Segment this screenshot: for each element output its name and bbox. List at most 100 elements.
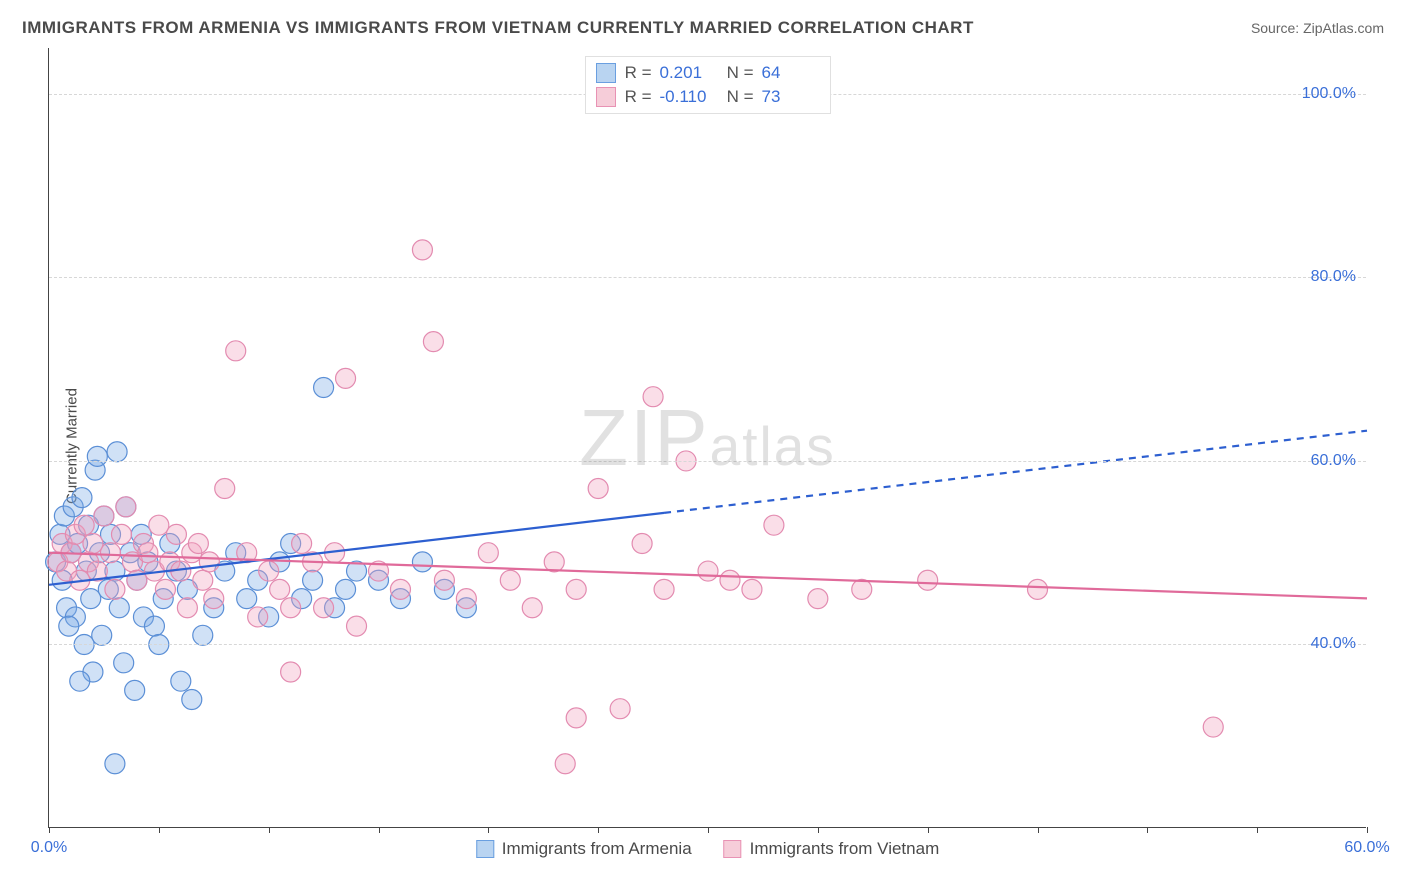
scatter-point-armenia <box>125 680 145 700</box>
scatter-point-vietnam <box>111 524 131 544</box>
scatter-point-vietnam <box>852 579 872 599</box>
legend-swatch-armenia <box>476 840 494 858</box>
scatter-point-vietnam <box>522 598 542 618</box>
armenia-n-value: 64 <box>762 63 820 83</box>
legend-swatch-vietnam <box>596 87 616 107</box>
scatter-point-vietnam <box>808 589 828 609</box>
scatter-point-vietnam <box>720 570 740 590</box>
scatter-point-armenia <box>412 552 432 572</box>
x-tick <box>269 827 270 833</box>
n-label: N = <box>726 63 754 83</box>
scatter-point-vietnam <box>654 579 674 599</box>
scatter-point-armenia <box>303 570 323 590</box>
scatter-point-armenia <box>171 671 191 691</box>
x-tick <box>928 827 929 833</box>
r-label: R = <box>624 87 652 107</box>
legend-swatch-vietnam <box>724 840 742 858</box>
scatter-point-armenia <box>237 589 257 609</box>
scatter-point-vietnam <box>155 579 175 599</box>
scatter-point-vietnam <box>423 332 443 352</box>
x-tick <box>708 827 709 833</box>
scatter-point-vietnam <box>105 579 125 599</box>
scatter-point-armenia <box>70 671 90 691</box>
armenia-r-value: 0.201 <box>660 63 718 83</box>
title-bar: IMMIGRANTS FROM ARMENIA VS IMMIGRANTS FR… <box>22 18 1384 38</box>
scatter-point-vietnam <box>1028 579 1048 599</box>
grid-line <box>49 644 1366 645</box>
legend-row-vietnam: R = -0.110 N = 73 <box>596 85 820 109</box>
scatter-point-armenia <box>314 378 334 398</box>
x-tick <box>818 827 819 833</box>
scatter-point-armenia <box>105 754 125 774</box>
scatter-point-vietnam <box>412 240 432 260</box>
legend-item-armenia: Immigrants from Armenia <box>476 839 692 859</box>
scatter-point-armenia <box>114 653 134 673</box>
scatter-point-vietnam <box>390 579 410 599</box>
scatter-point-vietnam <box>555 754 575 774</box>
legend-correlation-box: R = 0.201 N = 64 R = -0.110 N = 73 <box>585 56 831 114</box>
scatter-point-vietnam <box>101 543 121 563</box>
n-label: N = <box>726 87 754 107</box>
scatter-point-vietnam <box>281 598 301 618</box>
scatter-point-vietnam <box>588 478 608 498</box>
legend-bottom: Immigrants from Armenia Immigrants from … <box>476 839 939 859</box>
scatter-point-vietnam <box>632 534 652 554</box>
scatter-point-armenia <box>107 442 127 462</box>
x-tick <box>159 827 160 833</box>
scatter-point-vietnam <box>138 543 158 563</box>
x-tick <box>379 827 380 833</box>
scatter-point-vietnam <box>500 570 520 590</box>
scatter-point-vietnam <box>94 506 114 526</box>
source-attribution: Source: ZipAtlas.com <box>1251 20 1384 36</box>
scatter-point-vietnam <box>281 662 301 682</box>
vietnam-r-value: -0.110 <box>660 87 718 107</box>
source-label: Source: <box>1251 20 1303 36</box>
scatter-point-vietnam <box>177 598 197 618</box>
grid-line <box>49 461 1366 462</box>
scatter-point-vietnam <box>259 561 279 581</box>
vietnam-n-value: 73 <box>762 87 820 107</box>
chart-title: IMMIGRANTS FROM ARMENIA VS IMMIGRANTS FR… <box>22 18 974 38</box>
scatter-point-vietnam <box>478 543 498 563</box>
scatter-point-vietnam <box>116 497 136 517</box>
y-tick-label: 60.0% <box>1311 452 1356 470</box>
scatter-point-vietnam <box>204 589 224 609</box>
scatter-point-vietnam <box>166 524 186 544</box>
scatter-point-vietnam <box>199 552 219 572</box>
x-tick <box>488 827 489 833</box>
scatter-point-vietnam <box>643 387 663 407</box>
r-label: R = <box>624 63 652 83</box>
scatter-point-vietnam <box>226 341 246 361</box>
scatter-point-vietnam <box>83 534 103 554</box>
scatter-point-armenia <box>87 446 107 466</box>
scatter-point-vietnam <box>918 570 938 590</box>
scatter-point-armenia <box>144 616 164 636</box>
y-tick-label: 40.0% <box>1311 635 1356 653</box>
scatter-point-armenia <box>81 589 101 609</box>
scatter-point-vietnam <box>193 570 213 590</box>
x-tick <box>1147 827 1148 833</box>
legend-label-vietnam: Immigrants from Vietnam <box>750 839 940 859</box>
scatter-point-vietnam <box>215 478 235 498</box>
y-tick-label: 80.0% <box>1311 268 1356 286</box>
x-tick <box>598 827 599 833</box>
scatter-point-armenia <box>72 488 92 508</box>
x-tick <box>1257 827 1258 833</box>
legend-item-vietnam: Immigrants from Vietnam <box>724 839 940 859</box>
x-tick-label: 0.0% <box>31 839 67 857</box>
scatter-point-vietnam <box>742 579 762 599</box>
scatter-point-armenia <box>92 625 112 645</box>
chart-svg <box>49 48 1366 827</box>
scatter-point-vietnam <box>434 570 454 590</box>
scatter-point-vietnam <box>698 561 718 581</box>
scatter-point-vietnam <box>456 589 476 609</box>
scatter-point-armenia <box>182 690 202 710</box>
legend-swatch-armenia <box>596 63 616 83</box>
scatter-point-armenia <box>336 579 356 599</box>
scatter-point-vietnam <box>764 515 784 535</box>
x-tick-label: 60.0% <box>1344 839 1389 857</box>
legend-row-armenia: R = 0.201 N = 64 <box>596 61 820 85</box>
grid-line <box>49 277 1366 278</box>
trend-line-dashed <box>664 431 1367 513</box>
scatter-point-armenia <box>59 616 79 636</box>
